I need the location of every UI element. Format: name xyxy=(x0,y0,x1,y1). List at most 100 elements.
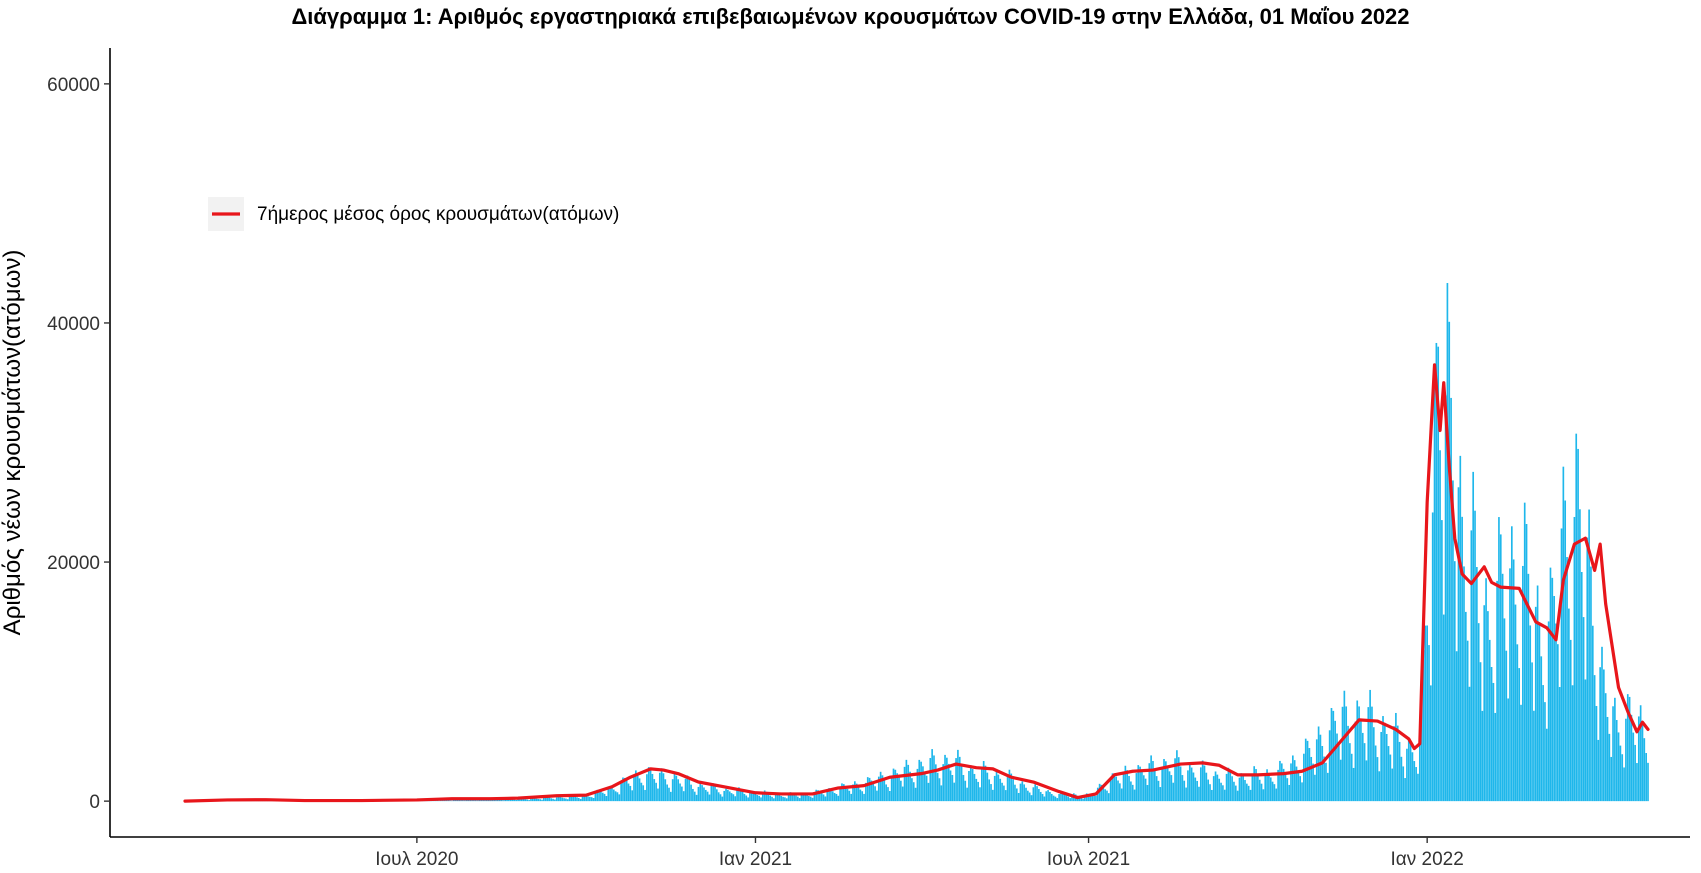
bar xyxy=(498,799,501,802)
bar xyxy=(1442,614,1445,802)
bar xyxy=(1367,707,1370,802)
bar xyxy=(1144,778,1147,802)
bar xyxy=(603,793,606,802)
bar xyxy=(1258,779,1261,802)
bar xyxy=(1402,766,1405,802)
bar xyxy=(940,785,943,802)
bar xyxy=(1584,679,1587,802)
bar xyxy=(1525,524,1528,802)
bar xyxy=(1238,777,1241,802)
bar xyxy=(1354,721,1357,802)
bar xyxy=(576,797,578,802)
bar xyxy=(1593,675,1596,802)
y-axis-title: Αριθμός νέων κρουσμάτων(ατόμων) xyxy=(0,250,26,636)
bar xyxy=(697,786,700,802)
bar xyxy=(625,780,628,802)
bar xyxy=(791,792,794,802)
bar xyxy=(682,791,685,802)
bar xyxy=(1523,502,1526,802)
bar xyxy=(679,783,681,802)
bar xyxy=(1571,685,1574,802)
bar xyxy=(1312,763,1314,802)
bar xyxy=(1510,526,1513,802)
bar xyxy=(734,796,737,802)
bar xyxy=(1558,687,1561,802)
bar xyxy=(1625,718,1627,802)
bar xyxy=(574,796,576,802)
bar xyxy=(898,777,900,802)
bar xyxy=(802,792,805,802)
bar xyxy=(463,800,466,802)
legend-label: 7ήμερος μέσος όρος κρουσμάτων(ατόμων) xyxy=(257,204,619,225)
bar xyxy=(944,754,946,802)
bar xyxy=(1555,623,1557,802)
bar xyxy=(1479,662,1482,802)
bar xyxy=(1562,466,1565,802)
bar xyxy=(964,780,967,802)
bar xyxy=(756,795,759,802)
bar xyxy=(1382,716,1384,802)
bar xyxy=(1190,767,1193,802)
bar xyxy=(1078,796,1081,802)
bar xyxy=(585,795,588,802)
bar xyxy=(1464,611,1467,802)
bar xyxy=(1284,774,1287,802)
bar xyxy=(839,787,841,802)
bar xyxy=(1240,773,1243,802)
bar xyxy=(947,763,950,802)
bar xyxy=(912,782,915,802)
bar xyxy=(618,794,621,802)
bar xyxy=(1540,656,1543,802)
bar xyxy=(673,773,676,802)
bar xyxy=(1619,745,1622,802)
bar xyxy=(561,797,564,802)
bar xyxy=(993,775,996,802)
bar xyxy=(1303,753,1305,802)
bar xyxy=(887,787,889,802)
bar xyxy=(824,796,827,802)
bar xyxy=(1192,772,1195,802)
bar xyxy=(1573,516,1576,802)
bar xyxy=(750,791,753,802)
bar xyxy=(1194,777,1197,802)
bar xyxy=(1549,567,1552,802)
bar xyxy=(752,792,755,802)
bar xyxy=(879,771,882,802)
bar xyxy=(1153,768,1156,802)
bar xyxy=(1393,726,1395,802)
bar xyxy=(1054,796,1057,802)
bar xyxy=(1122,771,1125,802)
bar xyxy=(568,796,571,802)
bar xyxy=(1498,517,1500,802)
bar xyxy=(487,799,490,802)
bar xyxy=(1474,510,1476,802)
bar xyxy=(1155,776,1158,802)
bar xyxy=(776,793,779,802)
bar xyxy=(1630,714,1633,802)
bar xyxy=(601,792,604,802)
bar xyxy=(1641,722,1644,802)
bar xyxy=(1015,788,1018,802)
bar xyxy=(778,794,781,802)
bar xyxy=(811,797,814,802)
bar xyxy=(771,796,773,802)
bar xyxy=(1214,771,1217,802)
bar xyxy=(1295,766,1298,802)
bar xyxy=(721,796,724,802)
bar xyxy=(1637,716,1640,802)
bar xyxy=(623,777,626,802)
bar xyxy=(1067,796,1070,802)
y-tick-label: 60000 xyxy=(47,75,100,96)
bar xyxy=(1199,767,1202,802)
bar xyxy=(960,766,963,802)
bar xyxy=(988,779,991,802)
bar xyxy=(1124,765,1127,802)
bar xyxy=(640,782,643,802)
bar xyxy=(1006,775,1009,802)
bar xyxy=(800,794,803,802)
bar xyxy=(1170,775,1173,802)
bar xyxy=(1036,786,1038,802)
bar xyxy=(1104,789,1106,802)
bar xyxy=(1043,796,1046,802)
bar xyxy=(1084,795,1086,802)
